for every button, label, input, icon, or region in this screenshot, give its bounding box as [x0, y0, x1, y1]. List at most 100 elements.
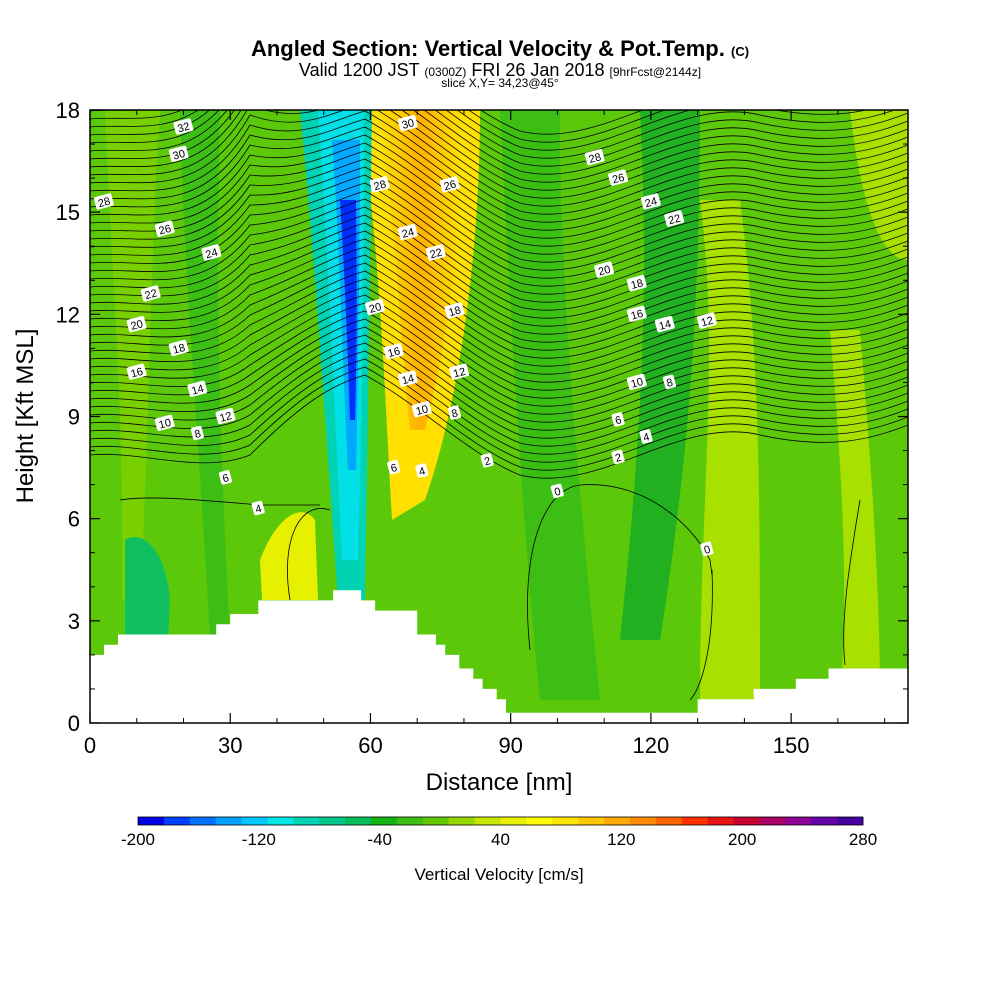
colorbar-swatch	[655, 817, 683, 825]
isentrope-label-text: 28	[97, 195, 112, 210]
title-units: (C)	[731, 44, 750, 59]
isentrope-label-bg	[383, 343, 404, 360]
isentrope-label-text: 30	[172, 148, 187, 163]
isentrope-label-text: 0	[553, 486, 562, 499]
isentrope-line	[90, 110, 908, 175]
isentrope-line	[90, 110, 908, 199]
isentrope-label-bg	[640, 193, 661, 210]
isentrope-label: 18	[444, 302, 465, 319]
isentrope-label: 10	[411, 401, 432, 418]
isentrope-label-text: 16	[129, 366, 144, 381]
isentrope-label: 2	[611, 449, 625, 465]
isentrope-label-text: 18	[172, 342, 187, 357]
isentrope-line	[90, 190, 908, 295]
isentrope-line	[90, 110, 908, 207]
isentrope-line	[90, 222, 908, 327]
chart-title: Angled Section: Vertical Velocity & Pot.…	[0, 36, 1000, 62]
isentrope-label-bg	[215, 407, 236, 425]
y-tick-label: 15	[56, 200, 80, 225]
isentrope-label: 8	[190, 425, 204, 441]
colorbar-swatch	[604, 817, 631, 825]
isentrope-label: 28	[369, 176, 390, 193]
isentrope-label-text: 10	[158, 417, 173, 432]
colorbar-swatch	[396, 817, 424, 825]
colorbar-swatch	[293, 817, 320, 825]
isentrope-line	[90, 374, 908, 479]
slice-info: slice X,Y= 34,23@45°	[441, 76, 559, 90]
isentrope-label: 16	[626, 305, 647, 323]
isentrope-label: 28	[93, 193, 114, 210]
downdraft-blue	[340, 200, 357, 420]
isentrope-label-text: 26	[611, 172, 626, 187]
isentrope-label: 18	[626, 275, 647, 292]
y-axis-label: Height [Kft MSL]	[12, 329, 39, 504]
isentrope-line	[90, 110, 908, 215]
zero-contour	[689, 569, 713, 701]
isentrope-label-bg	[639, 429, 653, 444]
isentrope-label: 20	[594, 261, 614, 278]
isentrope-label-text: 8	[450, 407, 459, 420]
isentrope-line	[90, 142, 908, 247]
isentrope-label: 30	[168, 145, 189, 163]
colorbar-swatch	[681, 817, 708, 825]
isentrope-label-bg	[439, 176, 460, 193]
isentrope-label: 8	[662, 374, 677, 390]
isentrope-label-text: 6	[614, 414, 623, 427]
isentrope-label: 24	[397, 223, 418, 241]
colorbar-swatch	[215, 817, 242, 825]
x-tick-label: 90	[498, 733, 522, 758]
band-light-4	[830, 330, 880, 700]
isentrope-label-text: 4	[642, 431, 651, 444]
isentrope-label-bg	[447, 405, 462, 420]
isentrope-label-bg	[140, 285, 161, 302]
terrain	[90, 590, 908, 723]
isentrope-label-bg	[550, 483, 564, 499]
isentrope-label: 14	[187, 380, 208, 398]
updraft-orange	[380, 110, 461, 430]
isentrope-label-bg	[173, 118, 194, 135]
colorbar-tick-label: -120	[242, 830, 276, 849]
isentrope-label: 14	[654, 315, 675, 333]
isentrope-label-bg	[696, 312, 717, 329]
isentrope-label: 10	[626, 373, 647, 391]
isentrope-label-bg	[126, 363, 147, 380]
isentrope-label: 24	[640, 193, 661, 210]
colorbar-swatch	[578, 817, 605, 825]
isentrope-label-text: 26	[158, 223, 173, 238]
colorbar-tick-label: -40	[367, 830, 392, 849]
isentrope-label: 24	[201, 244, 222, 262]
colorbar-swatch	[552, 817, 579, 825]
isentrope-label: 26	[608, 169, 628, 187]
isentrope-label-bg	[654, 315, 675, 333]
isentrope-label-text: 22	[667, 213, 682, 228]
x-tick-label: 0	[84, 733, 96, 758]
isentrope-label: 30	[397, 114, 418, 132]
isentrope-line	[90, 150, 908, 255]
isentrope-label-bg	[251, 500, 265, 516]
isentrope-line	[90, 230, 908, 335]
isentrope-label-text: 28	[588, 151, 603, 166]
isentrope-label: 26	[439, 176, 460, 193]
isentrope-label: 14	[397, 370, 418, 387]
x-tick-label: 150	[773, 733, 810, 758]
isentrope-label-bg	[611, 412, 625, 427]
isentrope-label-text: 24	[401, 226, 416, 241]
isentrope-label-text: 6	[221, 472, 230, 485]
isentrope-label: 22	[664, 210, 685, 228]
isentrope-label-bg	[126, 315, 147, 333]
colorbar-swatch	[319, 817, 346, 825]
isentrope-label: 6	[611, 412, 625, 427]
isentrope-label: 32	[173, 118, 194, 135]
isentrope-label-text: 18	[447, 304, 462, 319]
isentrope-line	[90, 174, 908, 279]
isentrope-label-text: 20	[129, 318, 144, 333]
x-tick-label: 60	[358, 733, 382, 758]
isentrope-label-text: 24	[204, 247, 219, 262]
isentrope-line	[90, 110, 908, 167]
colorbar-swatch	[474, 817, 501, 825]
isentrope-label-bg	[444, 302, 465, 319]
isentrope-label-bg	[187, 380, 208, 397]
colorbar-tick-label: -200	[121, 830, 155, 849]
isentrope-label-text: 10	[630, 376, 645, 391]
